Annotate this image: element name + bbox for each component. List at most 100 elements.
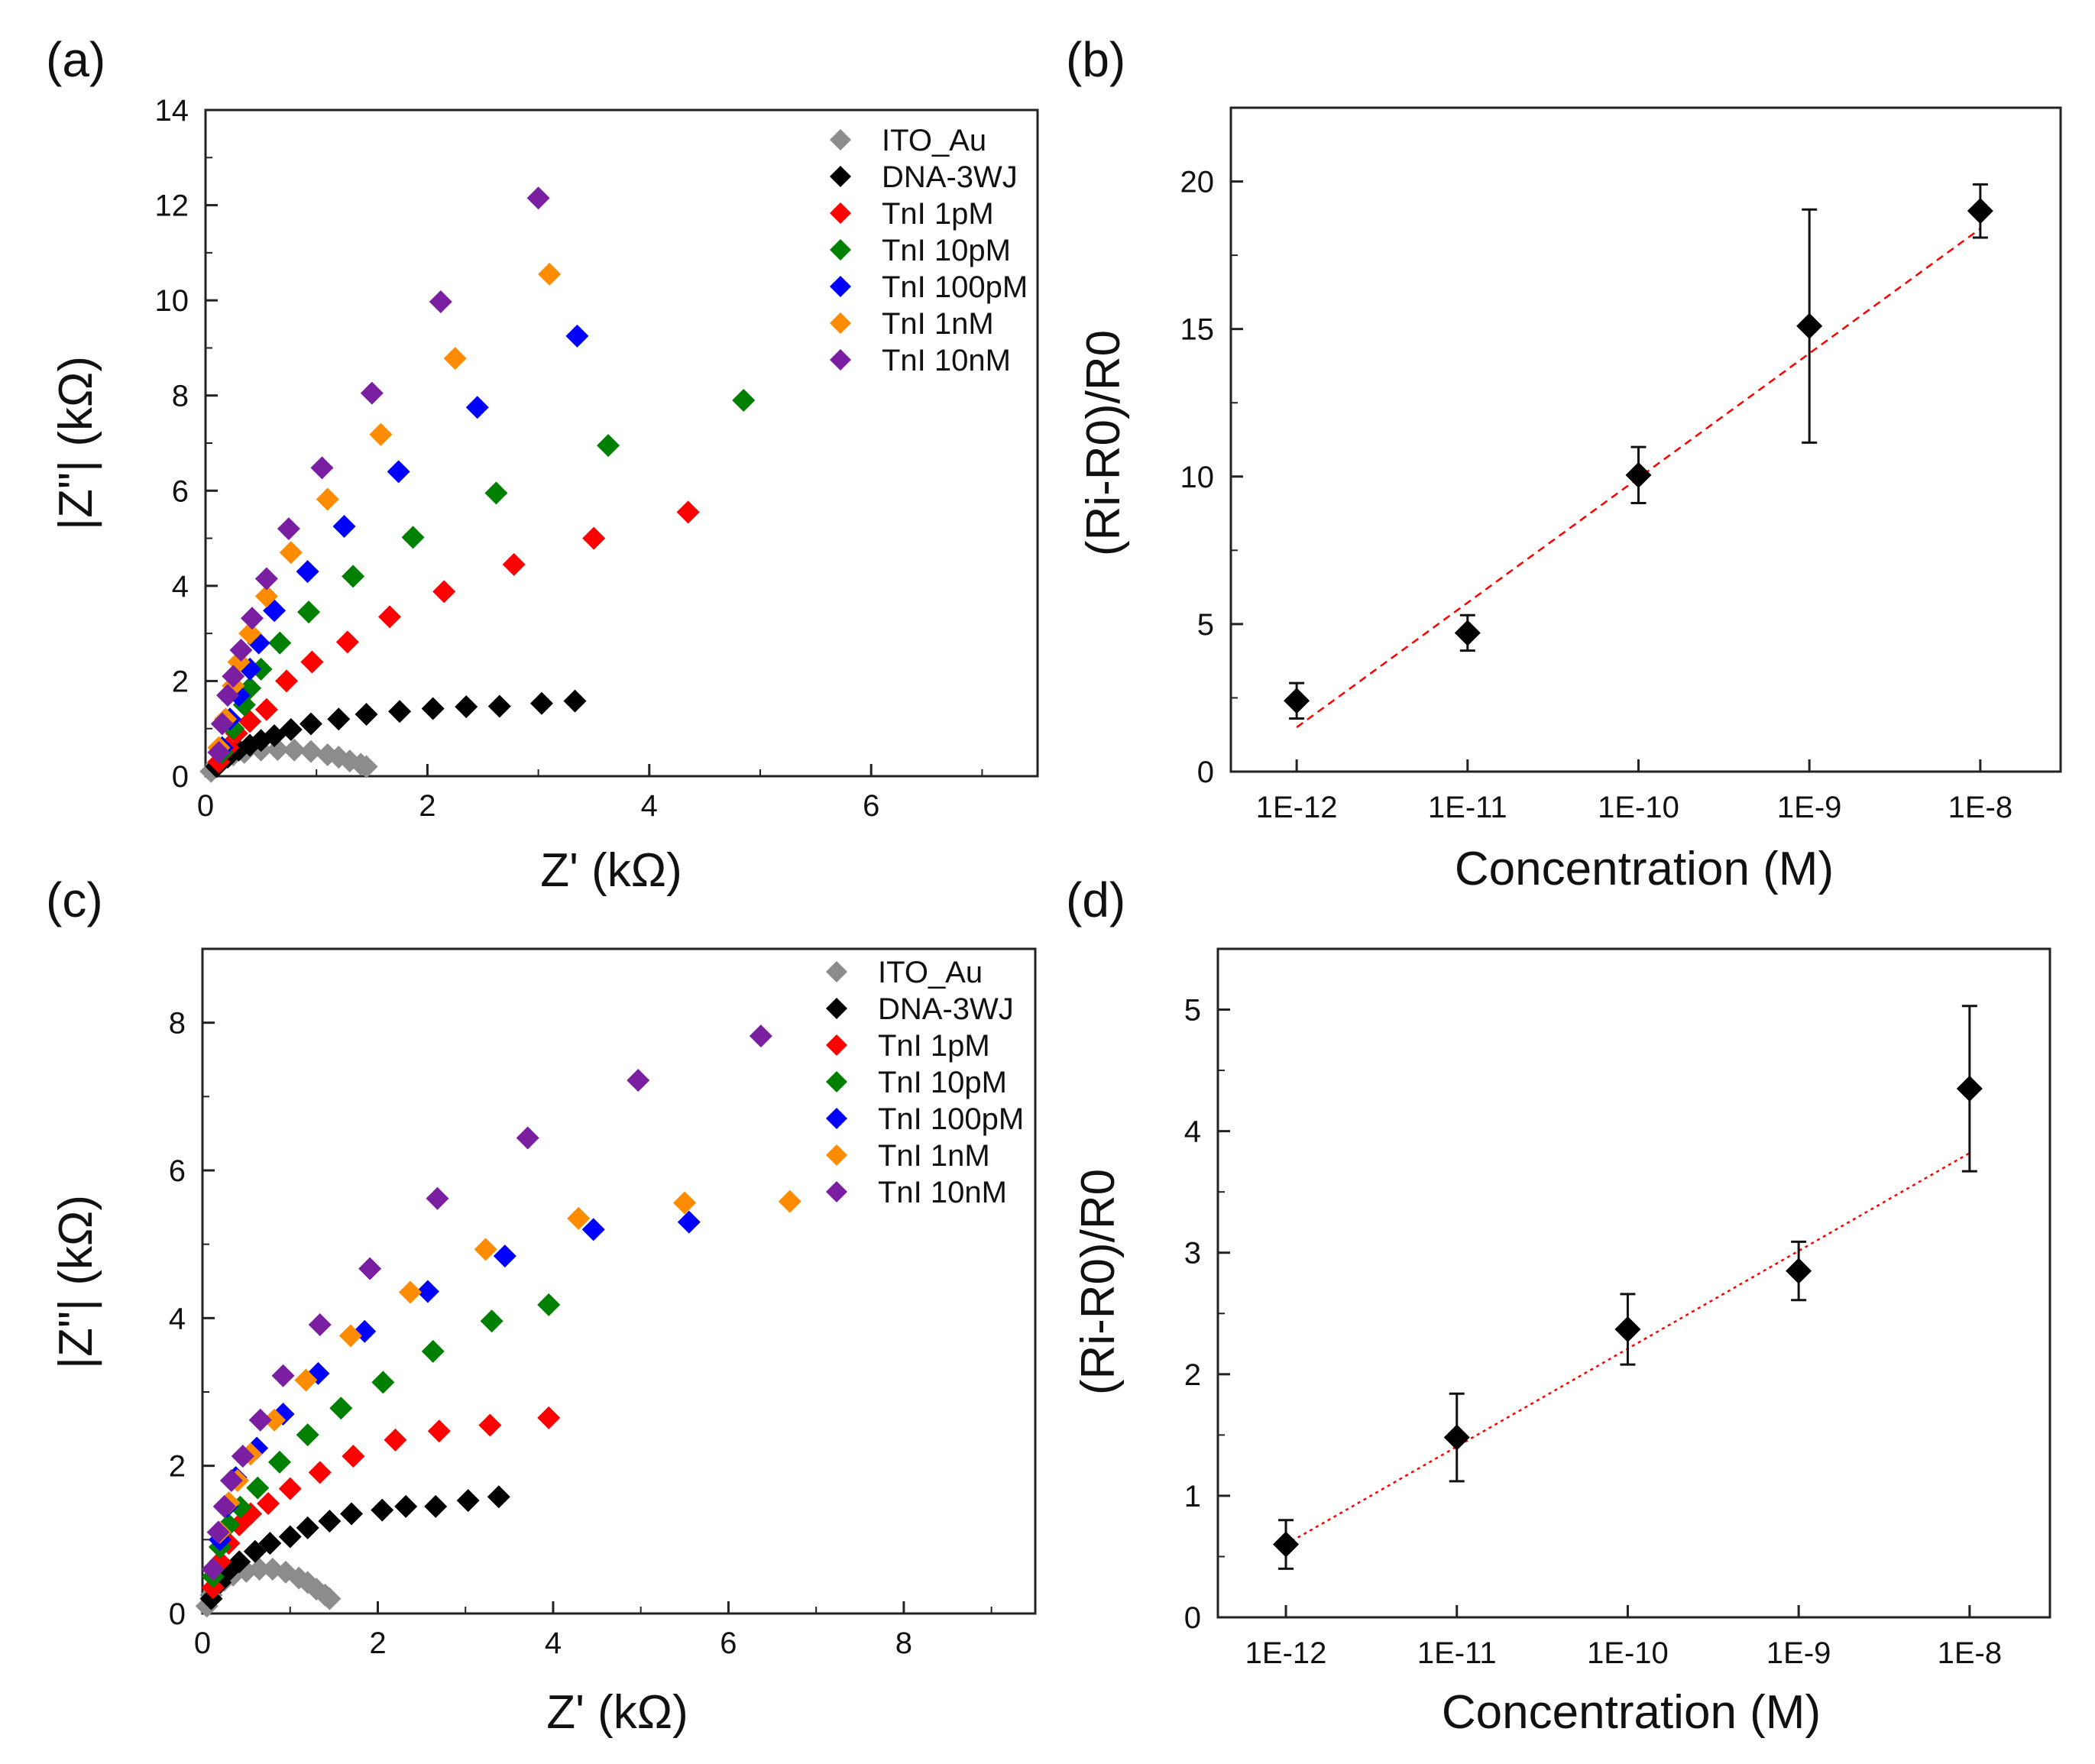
y-tick-label: 2 — [169, 1450, 186, 1484]
data-point-tni-100pm — [493, 1245, 516, 1268]
legend-marker — [830, 276, 851, 297]
y-tick-label: 8 — [169, 1007, 186, 1041]
data-point-tni-1nm — [538, 262, 562, 286]
data-point-tni-100pm — [677, 1210, 701, 1234]
data-point — [1454, 620, 1481, 646]
data-point-tni-1nm — [316, 487, 339, 511]
data-point-tni-10pm — [267, 1450, 291, 1474]
plot-frame — [1229, 106, 2062, 773]
data-point-tni-10pm — [537, 1293, 561, 1316]
data-point-tni-10nm — [254, 567, 278, 591]
x-tick-label: 8 — [895, 1626, 912, 1660]
x-tick-label: 2 — [419, 789, 436, 823]
y-tick-label: 8 — [172, 380, 189, 413]
data-point-dna-3wj — [243, 1539, 267, 1563]
data-point-tni-1pm — [308, 1461, 332, 1484]
data-point-dna-3wj — [487, 694, 511, 718]
data-point-tni-10pm — [342, 565, 365, 588]
legend-marker — [826, 1034, 847, 1056]
y-tick-label: 10 — [155, 284, 189, 318]
data-point-ito-au — [283, 738, 306, 762]
data-point-dna-3wj — [424, 1494, 448, 1518]
data-point-tni-1pm — [254, 698, 278, 721]
data-point-dna-3wj — [296, 1516, 319, 1539]
data-point-dna-3wj — [279, 717, 303, 741]
legend-label: TnI 1pM — [878, 1029, 990, 1063]
legend-label: TnI 100pM — [878, 1102, 1024, 1136]
x-tick-label: 1E-8 — [1938, 1636, 2003, 1670]
x-tick-label: 1E-12 — [1245, 1636, 1327, 1670]
x-tick-label: 1E-12 — [1256, 791, 1338, 824]
data-point-dna-3wj — [278, 1525, 302, 1549]
data-point-tni-100pm — [416, 1280, 439, 1303]
data-point-tni-1nm — [778, 1189, 801, 1213]
data-point-tni-10nm — [271, 1364, 295, 1387]
data-point-tni-10nm — [212, 1494, 236, 1518]
data-point-tni-100pm — [387, 460, 410, 484]
data-point-tni-10pm — [246, 1476, 270, 1500]
data-point-tni-10nm — [222, 665, 245, 688]
y-tick-label: 5 — [1197, 608, 1214, 642]
x-axis-label: Z' (kΩ) — [540, 844, 682, 897]
legend-label: DNA-3WJ — [878, 992, 1014, 1026]
data-point-tni-10nm — [207, 740, 231, 764]
data-point-tni-10pm — [329, 1397, 353, 1420]
legend-marker — [830, 239, 851, 261]
legend-marker — [830, 312, 851, 334]
data-point-tni-10nm — [360, 381, 384, 405]
panel-b: (b) 0 5 10 15 20 1E-12 1E-11 1E-10 1E-9 1E-8 Concen… — [1066, 32, 2062, 895]
data-point-dna-3wj — [371, 1498, 394, 1522]
data-point-tni-10pm — [597, 434, 620, 458]
data-point-dna-3wj — [455, 695, 478, 719]
legend-marker — [826, 1071, 847, 1092]
x-axis-label: Concentration (M) — [1442, 1686, 1821, 1739]
data-point-dna-3wj — [394, 1494, 418, 1518]
legend-label: DNA-3WJ — [882, 160, 1018, 194]
data-point-tni-10pm — [732, 388, 756, 412]
y-tick-label: 6 — [172, 474, 189, 508]
plot-frame — [1216, 947, 2051, 1619]
legend-label: TnI 10pM — [878, 1066, 1007, 1099]
y-tick-label: 0 — [169, 1597, 186, 1631]
x-tick-label: 2 — [369, 1626, 386, 1660]
data-point-tni-10nm — [206, 1520, 230, 1544]
data-point-dna-3wj — [228, 1550, 251, 1574]
data-point-tni-10nm — [749, 1024, 772, 1048]
legend-marker — [830, 129, 851, 151]
data-point-tni-10nm — [516, 1126, 539, 1150]
legend-label: TnI 10pM — [882, 234, 1011, 267]
data-point-tni-1pm — [384, 1428, 407, 1452]
data-point-tni-10pm — [268, 631, 292, 655]
y-axis-label: |Z"| (kΩ) — [50, 1195, 102, 1369]
y-tick-label: 15 — [1180, 313, 1215, 347]
data-point-tni-100pm — [296, 560, 319, 584]
legend-label: TnI 1nM — [882, 307, 994, 341]
data-point — [1614, 1316, 1641, 1342]
data-point-tni-1nm — [673, 1191, 697, 1215]
y-tick-label: 20 — [1180, 166, 1215, 199]
data-point-tni-1nm — [567, 1206, 591, 1230]
x-axis-label: Concentration (M) — [1455, 843, 1834, 895]
y-tick-label: 5 — [1184, 994, 1201, 1028]
y-axis-label: (Ri-R0)/R0 — [1077, 330, 1130, 556]
data-point-tni-10pm — [371, 1371, 395, 1394]
legend-marker — [826, 998, 847, 1019]
y-tick-label: 14 — [155, 94, 189, 128]
y-tick-label: 0 — [1184, 1601, 1201, 1635]
x-tick-label: 1E-9 — [1766, 1636, 1831, 1670]
x-tick-label: 1E-10 — [1587, 1636, 1669, 1670]
data-point — [1786, 1257, 1812, 1284]
data-point-tni-10pm — [421, 1339, 445, 1363]
x-axis-label: Z' (kΩ) — [546, 1686, 688, 1739]
legend-label: TnI 10nM — [878, 1176, 1007, 1209]
panel-d: (d) 0 1 2 3 4 5 1E-12 1E-11 1E-10 1E-9 1E-8 Concentr… — [1066, 872, 2051, 1739]
y-axis-label: |Z"| (kΩ) — [50, 356, 102, 530]
data-point-ito-au — [318, 1587, 342, 1610]
panel-label: (d) — [1066, 872, 1125, 927]
data-point-dna-3wj — [388, 700, 412, 723]
x-tick-label: 4 — [641, 789, 658, 823]
legend-marker — [826, 1181, 847, 1202]
data-point-tni-1pm — [278, 1477, 302, 1500]
data-point-dna-3wj — [529, 691, 553, 715]
data-point-tni-1pm — [502, 552, 526, 576]
